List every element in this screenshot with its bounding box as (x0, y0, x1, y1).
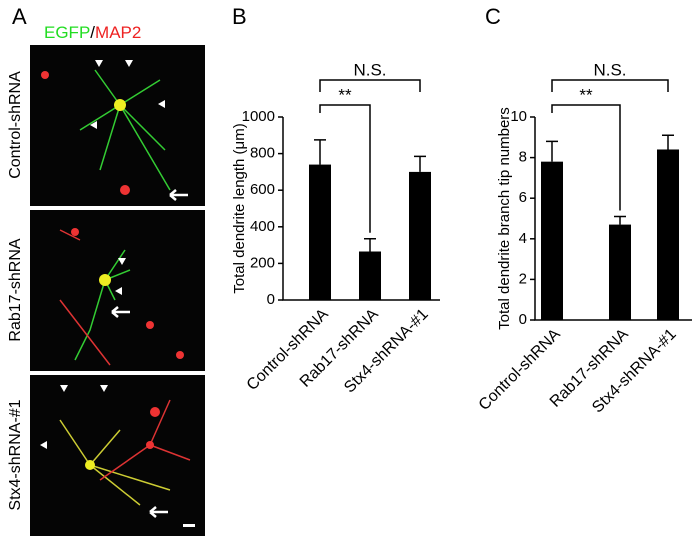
bar (609, 224, 631, 320)
y-tick-label: 600 (250, 181, 275, 198)
micrograph (30, 375, 205, 536)
micrograph (30, 45, 205, 206)
error-bar (314, 139, 326, 165)
neurites (59, 69, 191, 506)
error-bar (662, 134, 674, 150)
y-axis-label: Total dendrite length (μm) (231, 123, 248, 293)
arrowheads (40, 60, 195, 527)
y-tick-label: 1000 (242, 108, 275, 125)
significance-label: N.S. (353, 60, 386, 79)
panel-label: B (232, 4, 247, 29)
separator: / (90, 23, 95, 42)
y-tick-label: 200 (250, 254, 275, 271)
bar (409, 171, 431, 300)
row-label: Control-shRNA (7, 71, 24, 179)
error-bar (414, 155, 426, 172)
micrographs (30, 45, 205, 536)
significance-label: ** (338, 85, 352, 104)
stain-2: MAP2 (95, 23, 141, 42)
significance-bracket (319, 79, 421, 92)
panel-label: A (12, 4, 27, 29)
row-label: Rab17-shRNA (7, 238, 24, 341)
somata (85, 99, 126, 470)
x-tick-label: Stx4-shRNA-#1 (341, 306, 432, 397)
significance-bracket (551, 104, 621, 211)
bar (657, 149, 679, 320)
significance-label: N.S. (593, 60, 626, 79)
y-tick-label: 800 (250, 145, 275, 162)
row-label: Stx4-shRNA-#1 (7, 399, 24, 510)
significance-bracket (319, 104, 371, 233)
y-tick-label: 4 (519, 230, 527, 247)
y-tick-label: 8 (519, 149, 527, 166)
significance-label: ** (579, 85, 593, 104)
y-tick-label: 0 (519, 311, 527, 328)
significance-bracket (551, 79, 669, 92)
bar (359, 251, 381, 300)
error-bar (546, 140, 558, 162)
error-bar (614, 215, 626, 225)
other-cells (41, 71, 184, 449)
stain-1: EGFP (44, 23, 90, 42)
stain-legend: EGFP/MAP2 (44, 23, 141, 42)
y-tick-label: 400 (250, 218, 275, 235)
y-tick-label: 0 (267, 291, 275, 308)
x-tick-label: Stx4-shRNA-#1 (589, 326, 680, 417)
panel-label: C (485, 4, 501, 29)
bar (541, 161, 563, 320)
bar (309, 164, 331, 300)
y-tick-label: 6 (519, 189, 527, 206)
y-axis-label: Total dendrite branch tip numbers (496, 107, 513, 330)
error-bar (364, 237, 376, 252)
y-tick-label: 10 (510, 108, 527, 125)
y-tick-label: 2 (519, 270, 527, 287)
